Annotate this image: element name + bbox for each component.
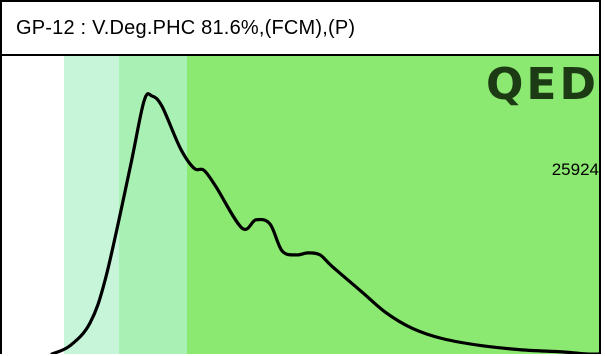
band-white <box>2 56 64 354</box>
window-title: GP-12 : V.Deg.PHC 81.6%,(FCM),(P) <box>16 16 356 39</box>
band-light <box>64 56 119 354</box>
run-number: 25924 <box>551 160 599 179</box>
band-mid <box>119 56 187 354</box>
chromatogram-svg <box>2 56 599 354</box>
band-main <box>187 56 599 354</box>
title-bar: GP-12 : V.Deg.PHC 81.6%,(FCM),(P) <box>2 2 599 56</box>
chromatogram-trace <box>50 92 599 354</box>
qed-logo: QED <box>486 59 599 110</box>
chromatogram-plot: QED 25924 <box>2 56 599 354</box>
